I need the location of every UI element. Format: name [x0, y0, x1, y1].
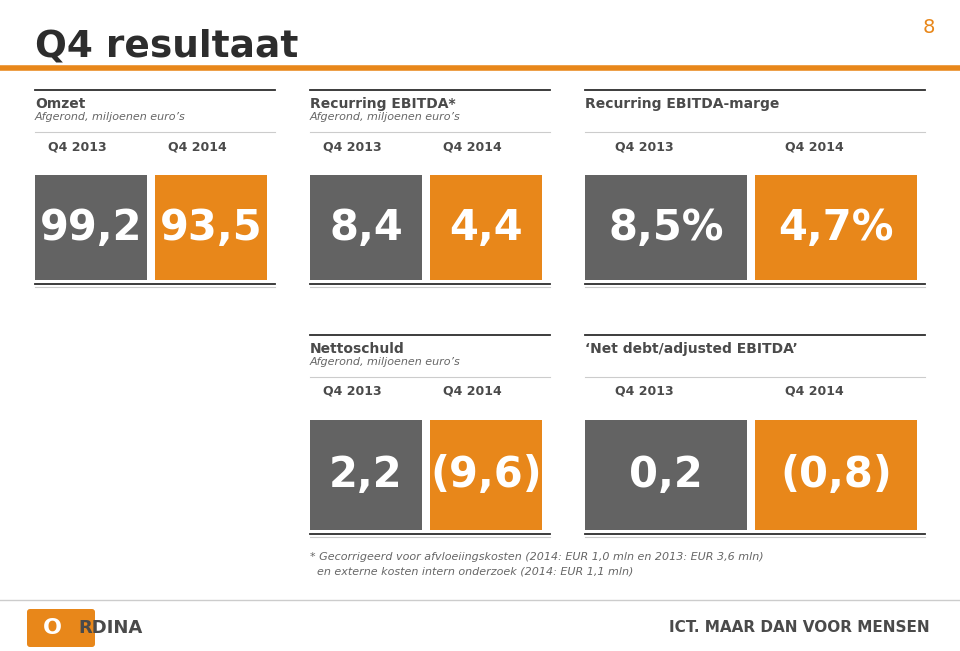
Text: 2,2: 2,2 [329, 454, 403, 496]
Text: Q4 2013: Q4 2013 [323, 140, 381, 153]
Text: Omzet: Omzet [35, 97, 85, 111]
Bar [310, 175, 422, 280]
Bar [35, 175, 147, 280]
Text: Afgerond, miljoenen euro’s: Afgerond, miljoenen euro’s [310, 357, 461, 367]
Text: Afgerond, miljoenen euro’s: Afgerond, miljoenen euro’s [310, 112, 461, 122]
Text: Afgerond, miljoenen euro’s: Afgerond, miljoenen euro’s [35, 112, 185, 122]
Text: Q4 2013: Q4 2013 [323, 385, 381, 398]
Bar [310, 420, 422, 530]
Text: 4,7%: 4,7% [779, 206, 894, 249]
Text: 8: 8 [923, 18, 935, 37]
Text: 0,2: 0,2 [629, 454, 703, 496]
Text: (9,6): (9,6) [430, 454, 541, 496]
Text: ‘Net debt/adjusted EBITDA’: ‘Net debt/adjusted EBITDA’ [585, 342, 798, 356]
Bar [585, 420, 747, 530]
Text: 99,2: 99,2 [39, 206, 142, 249]
Bar [155, 175, 267, 280]
Text: * Gecorrigeerd voor afvloeiingskosten (2014: EUR 1,0 mln en 2013: EUR 3,6 mln): * Gecorrigeerd voor afvloeiingskosten (2… [310, 552, 763, 562]
Bar [430, 420, 542, 530]
Text: Q4 2014: Q4 2014 [168, 140, 227, 153]
Text: Recurring EBITDA*: Recurring EBITDA* [310, 97, 456, 111]
FancyBboxPatch shape [27, 609, 95, 647]
Text: Q4 2014: Q4 2014 [785, 385, 844, 398]
Text: ICT. MAAR DAN VOOR MENSEN: ICT. MAAR DAN VOOR MENSEN [669, 620, 930, 635]
Text: Recurring EBITDA-marge: Recurring EBITDA-marge [585, 97, 780, 111]
Text: (0,8): (0,8) [780, 454, 892, 496]
Text: 8,4: 8,4 [329, 206, 403, 249]
Text: Nettoschuld: Nettoschuld [310, 342, 405, 356]
Text: 93,5: 93,5 [159, 206, 262, 249]
Text: RDINA: RDINA [78, 619, 142, 637]
Text: Q4 2013: Q4 2013 [615, 385, 674, 398]
Text: Q4 2013: Q4 2013 [615, 140, 674, 153]
Text: O: O [42, 618, 61, 638]
Bar [585, 175, 747, 280]
Bar [430, 175, 542, 280]
Bar [755, 420, 917, 530]
Text: Q4 2013: Q4 2013 [48, 140, 107, 153]
Text: Q4 resultaat: Q4 resultaat [35, 28, 299, 64]
Bar [755, 175, 917, 280]
Text: en externe kosten intern onderzoek (2014: EUR 1,1 mln): en externe kosten intern onderzoek (2014… [310, 566, 634, 576]
Text: 8,5%: 8,5% [609, 206, 724, 249]
Text: Q4 2014: Q4 2014 [443, 140, 501, 153]
Text: 4,4: 4,4 [449, 206, 523, 249]
Text: Q4 2014: Q4 2014 [785, 140, 844, 153]
Text: Q4 2014: Q4 2014 [443, 385, 501, 398]
